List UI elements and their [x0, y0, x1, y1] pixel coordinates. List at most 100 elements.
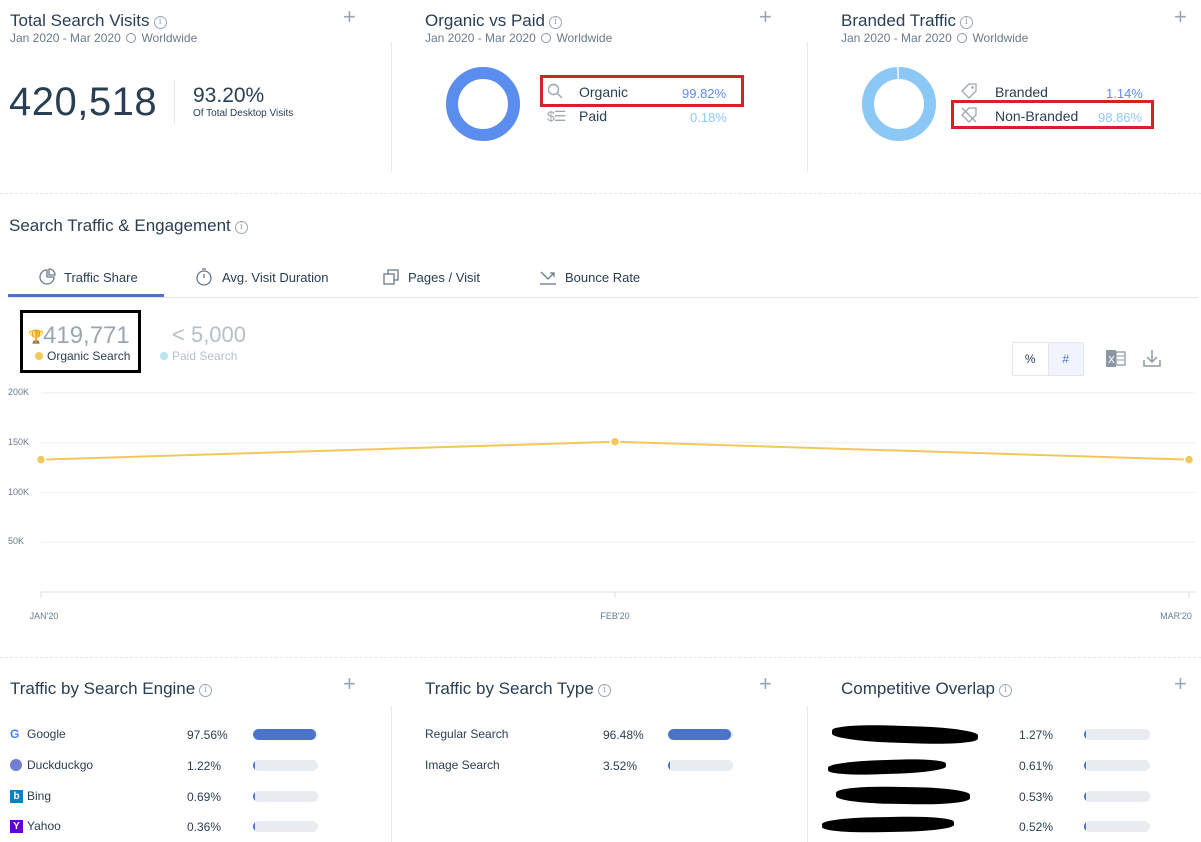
- duckduckgo-icon: [10, 759, 22, 771]
- tab-pages-visit[interactable]: Pages / Visit: [382, 258, 480, 296]
- branded-date-range: Jan 2020 - Mar 2020 Worldwide: [841, 31, 1029, 45]
- info-icon[interactable]: i: [153, 16, 167, 29]
- bounce-icon: [540, 271, 556, 285]
- add-widget-button[interactable]: +: [759, 671, 772, 696]
- organic-search-point[interactable]: [35, 454, 47, 465]
- globe-icon: [957, 33, 968, 43]
- bing-icon: b: [10, 789, 23, 803]
- info-icon[interactable]: i: [999, 684, 1013, 697]
- total-percent-value: 93.20%: [193, 84, 265, 107]
- search-type-percent: 96.48%: [603, 728, 644, 742]
- redacted-competitor: [835, 785, 971, 806]
- overlap-percent: 1.27%: [1019, 728, 1054, 742]
- globe-icon: [126, 33, 137, 43]
- engine-bar: [253, 791, 318, 802]
- engine-row-yahoo: Y Yahoo: [10, 816, 61, 836]
- engine-row-google: G Google: [10, 727, 66, 741]
- engine-bar: [253, 821, 318, 832]
- active-tab-indicator: [8, 294, 164, 297]
- search-type-row: Image Search: [425, 758, 500, 772]
- overlap-percent: 0.53%: [1019, 790, 1054, 804]
- overlap-percent: 0.61%: [1019, 759, 1054, 773]
- engine-bar: [253, 760, 318, 771]
- add-widget-button[interactable]: +: [1174, 671, 1187, 696]
- paid-label: Paid: [579, 108, 608, 124]
- redacted-competitor: [831, 723, 979, 746]
- engine-row-duckduckgo: Duckduckgo: [10, 755, 93, 775]
- info-icon[interactable]: i: [549, 16, 562, 29]
- google-icon: G: [10, 727, 20, 741]
- engine-percent: 0.69%: [187, 790, 222, 804]
- organic-search-point[interactable]: [1183, 454, 1195, 465]
- highlight-box: [540, 75, 744, 107]
- add-widget-button[interactable]: +: [343, 671, 356, 696]
- redacted-competitor: [827, 757, 947, 777]
- search-type-bar: [668, 729, 733, 740]
- organic-search-value: 419,771: [43, 322, 130, 349]
- redacted-competitor: [821, 815, 955, 834]
- paid-search-legend[interactable]: Paid Search: [160, 349, 237, 363]
- organic-search-legend[interactable]: Organic Search: [35, 349, 130, 363]
- overlap-bar: [1084, 821, 1150, 832]
- add-widget-button[interactable]: +: [759, 4, 772, 29]
- branded-donut: [862, 67, 936, 141]
- info-icon[interactable]: i: [234, 221, 248, 234]
- section-divider: [0, 193, 1201, 194]
- search-icon: [547, 83, 563, 99]
- add-widget-button[interactable]: +: [343, 4, 356, 29]
- engine-row-bing: b Bing: [10, 786, 51, 806]
- search-type-percent: 3.52%: [603, 759, 638, 773]
- highlight-box: [951, 100, 1154, 129]
- engagement-title: Search Traffic & Engagement i: [9, 216, 248, 236]
- x-tick-label: JAN'20: [29, 611, 59, 621]
- number-toggle-button[interactable]: #: [1047, 343, 1083, 375]
- engine-percent: 97.56%: [187, 728, 228, 742]
- download-icon[interactable]: [1142, 348, 1162, 368]
- section-divider: [0, 657, 1201, 658]
- info-icon[interactable]: i: [597, 684, 611, 697]
- x-tick-label: FEB'20: [600, 611, 630, 621]
- tab-bounce-rate[interactable]: Bounce Rate: [539, 258, 640, 296]
- paid-dot: [160, 352, 168, 360]
- search-type-bar: [668, 760, 733, 771]
- total-visits-value: 420,518: [9, 80, 158, 124]
- traffic-line-chart: [35, 392, 1195, 598]
- divider: [391, 706, 392, 842]
- overlap-percent: 0.52%: [1019, 820, 1054, 834]
- engine-percent: 1.22%: [187, 759, 222, 773]
- add-widget-button[interactable]: +: [1174, 4, 1187, 29]
- branded-traffic-title: Branded Traffic i: [841, 11, 973, 31]
- info-icon[interactable]: i: [959, 16, 973, 29]
- percent-toggle-button[interactable]: %: [1024, 352, 1036, 366]
- branded-label: Branded: [995, 84, 1048, 100]
- organic-label: Organic: [579, 84, 629, 100]
- excel-export-icon[interactable]: X: [1105, 348, 1127, 370]
- y-tick-label: 150K: [8, 436, 30, 447]
- info-icon[interactable]: i: [199, 684, 213, 697]
- x-tick-label: MAR'20: [1160, 611, 1192, 621]
- branded-value: 1.14%: [1106, 86, 1143, 101]
- search-engine-title: Traffic by Search Engine i: [10, 679, 213, 699]
- yahoo-icon: Y: [10, 819, 23, 833]
- divider: [391, 42, 392, 172]
- globe-icon: [541, 33, 552, 43]
- organic-search-point[interactable]: [609, 436, 621, 448]
- total-percent-label: Of Total Desktop Visits: [193, 108, 294, 119]
- divider: [807, 706, 808, 842]
- search-type-row: Regular Search: [425, 727, 509, 741]
- pie-icon: [39, 268, 56, 285]
- tag-off-icon: [961, 107, 977, 123]
- tabs-divider: [8, 297, 1198, 298]
- svg-text:X: X: [1108, 355, 1115, 366]
- search-type-title: Traffic by Search Type i: [425, 679, 611, 699]
- tag-icon: [961, 83, 977, 99]
- highlight-box: [20, 310, 141, 373]
- trophy-icon: 🏆: [28, 329, 45, 344]
- y-tick-label: 50K: [8, 536, 25, 547]
- organic-value: 99.82%: [682, 86, 727, 101]
- stopwatch-icon: [196, 268, 212, 286]
- tab-traffic-share[interactable]: Traffic Share: [38, 258, 138, 296]
- tab-avg-visit-duration[interactable]: Avg. Visit Duration: [194, 258, 328, 296]
- engine-bar: [253, 729, 318, 740]
- dollar-list-icon: $☰: [547, 108, 566, 124]
